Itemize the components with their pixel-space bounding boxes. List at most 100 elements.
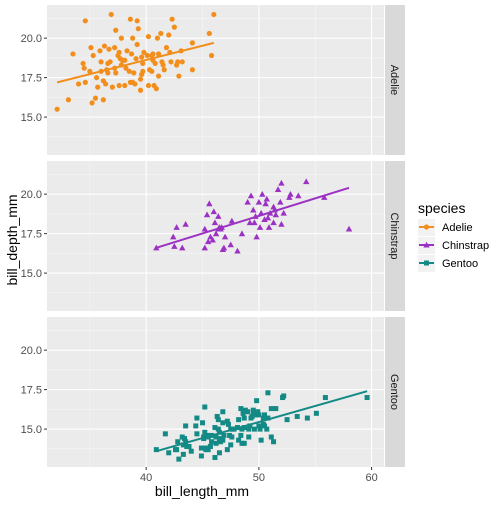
- data-point: [240, 410, 246, 416]
- data-point: [221, 233, 229, 240]
- legend-label: Gentoo: [442, 258, 478, 270]
- x-tick-label: 60: [365, 472, 377, 484]
- y-tick-label: 20.0: [21, 189, 42, 201]
- data-point: [251, 219, 258, 226]
- data-point: [251, 426, 257, 432]
- data-point: [212, 455, 218, 461]
- data-point: [154, 35, 161, 41]
- data-point: [163, 45, 170, 51]
- data-point: [75, 81, 82, 87]
- data-point: [245, 409, 251, 415]
- data-point: [249, 413, 255, 419]
- data-point: [155, 73, 162, 79]
- data-point: [203, 211, 211, 218]
- y-tick-label: 17.5: [21, 229, 42, 241]
- data-point: [105, 70, 111, 76]
- data-point: [286, 194, 293, 200]
- data-point: [113, 70, 119, 76]
- facet-strips: Adelie Chinstrap Gentoo: [385, 5, 405, 467]
- strip-background: [385, 5, 405, 155]
- data-point: [140, 68, 146, 74]
- data-point: [133, 56, 139, 62]
- data-point: [227, 241, 234, 248]
- facet-strip-adelie: Adelie: [385, 5, 405, 155]
- data-point: [278, 220, 285, 227]
- data-point: [265, 224, 273, 230]
- series-points-gentoo: [153, 390, 370, 462]
- data-point: [238, 230, 246, 237]
- data-point: [204, 238, 212, 245]
- data-point: [122, 82, 128, 89]
- data-point: [95, 84, 101, 90]
- data-point: [131, 70, 137, 76]
- data-point: [80, 60, 86, 67]
- data-point: [160, 62, 166, 68]
- data-point: [229, 434, 235, 440]
- strip-background: [385, 161, 405, 311]
- data-point: [268, 406, 274, 412]
- data-point: [206, 200, 213, 207]
- legend-entry-gentoo: Gentoo: [418, 255, 478, 272]
- data-point: [247, 192, 255, 199]
- legend-title: species: [418, 200, 465, 216]
- data-point: [81, 65, 87, 71]
- data-point: [135, 26, 141, 32]
- panel-chinstrap: [47, 161, 384, 311]
- data-point: [241, 425, 247, 431]
- legend-label: Adelie: [442, 222, 473, 234]
- data-point: [215, 417, 221, 423]
- data-point: [189, 40, 195, 46]
- data-point: [171, 243, 178, 249]
- data-point: [274, 186, 282, 192]
- data-point: [262, 423, 268, 429]
- data-point: [100, 97, 106, 103]
- data-point: [141, 49, 147, 55]
- data-point: [273, 406, 279, 412]
- data-point: [169, 16, 175, 22]
- data-point: [179, 244, 186, 251]
- data-point: [263, 195, 270, 202]
- legend-key-marker: [423, 224, 430, 230]
- y-tick-label: 15.0: [21, 112, 42, 124]
- data-point: [201, 225, 208, 232]
- data-point: [278, 179, 285, 186]
- data-point: [97, 48, 103, 54]
- data-point: [211, 219, 219, 226]
- data-point: [256, 412, 262, 418]
- data-point: [258, 437, 264, 443]
- x-tick-label: 50: [253, 472, 265, 484]
- data-point: [209, 439, 215, 445]
- data-point: [313, 410, 319, 416]
- data-point: [201, 244, 208, 251]
- data-point: [150, 51, 156, 57]
- data-point: [126, 68, 132, 74]
- data-point: [236, 417, 242, 423]
- data-point: [206, 30, 212, 37]
- data-point: [224, 418, 230, 424]
- data-point: [70, 51, 76, 57]
- data-point: [271, 439, 277, 445]
- facet-panels: [47, 5, 384, 467]
- data-point: [202, 404, 208, 410]
- data-point: [186, 443, 192, 449]
- data-point: [176, 456, 182, 462]
- data-point: [180, 451, 186, 457]
- data-point: [268, 434, 274, 440]
- data-point: [254, 398, 260, 404]
- data-point: [90, 52, 96, 59]
- data-point: [189, 67, 195, 73]
- facet-strip-chinstrap: Chinstrap: [385, 161, 405, 311]
- panel-adelie: [47, 5, 384, 155]
- data-point: [145, 82, 152, 89]
- y-tick-label: 20.0: [21, 345, 42, 357]
- data-point: [213, 434, 219, 440]
- data-point: [216, 436, 222, 442]
- data-point: [277, 198, 284, 205]
- data-point: [264, 214, 272, 221]
- data-point: [144, 52, 150, 59]
- data-point: [215, 426, 221, 432]
- data-point: [220, 244, 228, 251]
- data-point: [173, 224, 180, 230]
- data-point: [345, 225, 353, 232]
